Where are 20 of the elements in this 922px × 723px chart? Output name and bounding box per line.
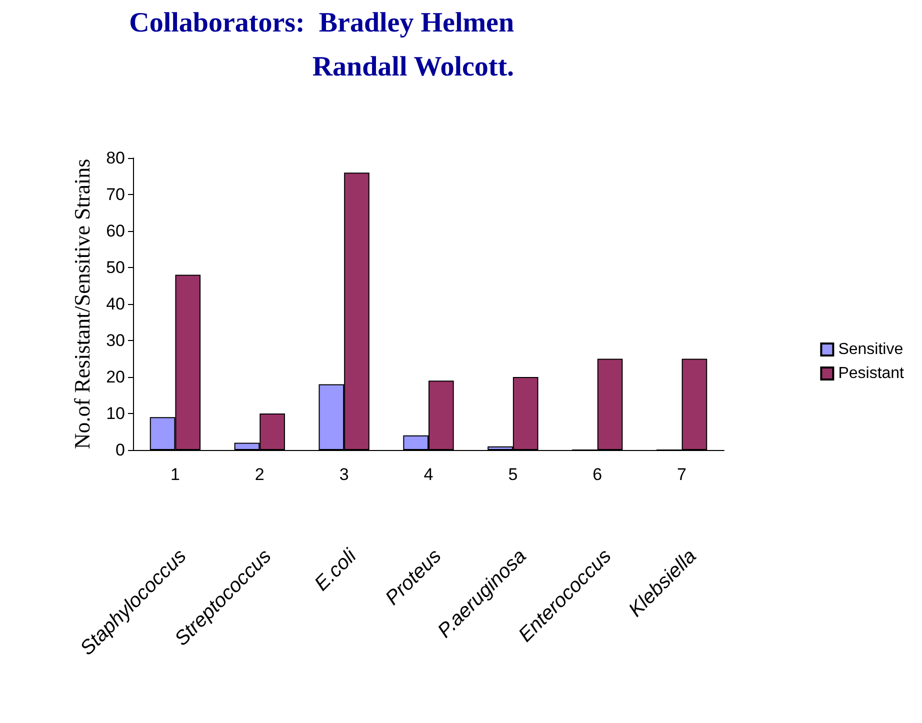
- y-tick-label: 70: [106, 185, 125, 204]
- x-tick-label: 3: [339, 465, 349, 484]
- x-tick-label: 1: [170, 465, 180, 484]
- legend-label: Pesistant: [838, 365, 905, 382]
- y-tick-label: 40: [106, 294, 125, 314]
- y-tick-label: 0: [116, 440, 125, 460]
- y-tick-label: 30: [106, 331, 125, 350]
- legend-label: Sensitive: [838, 341, 904, 358]
- x-tick-label: 6: [592, 465, 602, 484]
- y-tick-label: 20: [106, 368, 125, 386]
- y-tick-label: 50: [106, 258, 125, 277]
- x-tick-label: 7: [677, 465, 687, 484]
- x-tick-label: 4: [424, 465, 434, 484]
- x-tick-label: 2: [254, 465, 264, 484]
- x-tick-label: 5: [508, 465, 518, 484]
- y-tick-label: 80: [106, 148, 125, 168]
- y-tick-label: 60: [106, 222, 125, 240]
- y-axis-title: No.of Resistant/Sensitive Strains: [70, 158, 94, 450]
- chart-title: Collaborators: Bradley Helmen Randall Wolcott.: [129, 8, 514, 82]
- y-tick-label: 10: [106, 404, 125, 423]
